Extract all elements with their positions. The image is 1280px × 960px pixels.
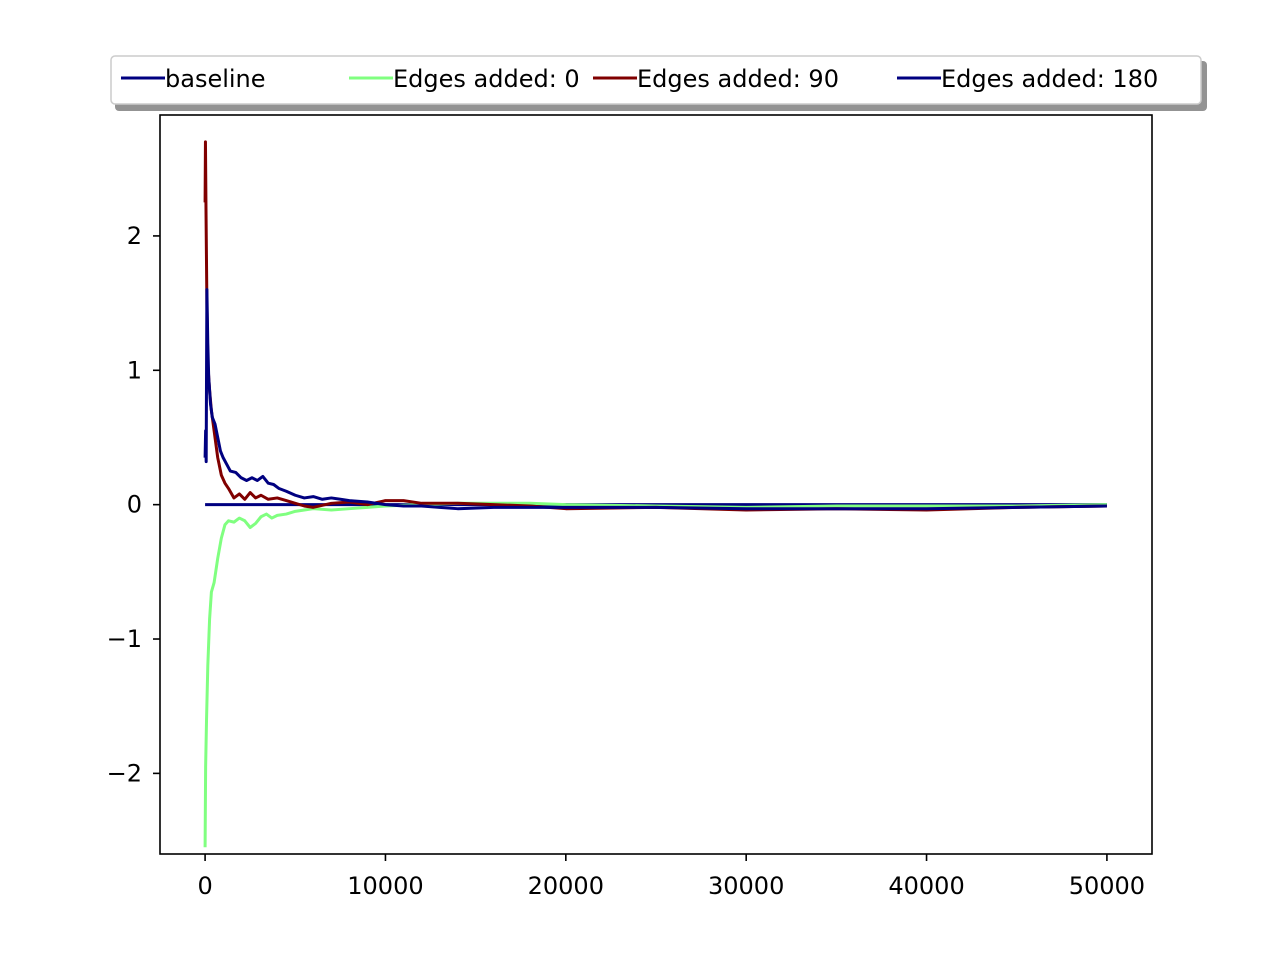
legend-label-3: Edges added: 180	[941, 65, 1158, 93]
y-tick-label: 2	[127, 222, 142, 250]
x-tick-label: 0	[197, 872, 212, 900]
legend-label-1: Edges added: 0	[393, 65, 580, 93]
legend-box	[110, 55, 1202, 105]
y-tick-label: −1	[107, 625, 142, 653]
x-tick-label: 30000	[708, 872, 784, 900]
x-axis: 0 10000 20000 30000 40000 50000	[197, 854, 1145, 900]
y-tick-label: 1	[127, 356, 142, 384]
legend-entries: baseline Edges added: 0 Edges added: 90 Edg…	[121, 65, 1158, 93]
legend-label-2: Edges added: 90	[637, 65, 839, 93]
series-line-1	[203, 501, 1107, 848]
x-tick-label: 40000	[888, 872, 964, 900]
y-tick-label: 0	[127, 491, 142, 519]
series-layer	[203, 140, 1107, 848]
x-tick-label: 20000	[528, 872, 604, 900]
y-tick-label: −2	[107, 759, 142, 787]
series-line-3	[203, 288, 1107, 511]
y-axis: −2 −1 0 1 2	[107, 222, 160, 787]
legend: baseline Edges added: 0 Edges added: 90 Edg…	[110, 55, 1207, 111]
x-tick-label: 10000	[347, 872, 423, 900]
legend-label-0: baseline	[165, 65, 266, 93]
plot-frame	[159, 114, 1153, 855]
x-tick-label: 50000	[1069, 872, 1145, 900]
